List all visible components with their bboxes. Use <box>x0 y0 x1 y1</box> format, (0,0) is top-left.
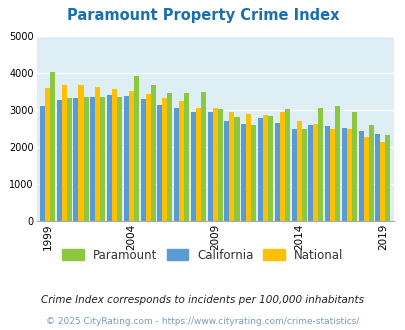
Bar <box>262 115 267 221</box>
Bar <box>358 131 363 221</box>
Text: Crime Index corresponds to incidents per 100,000 inhabitants: Crime Index corresponds to incidents per… <box>41 295 364 305</box>
Bar <box>274 123 279 221</box>
Bar <box>351 112 356 221</box>
Bar <box>117 97 122 221</box>
Bar <box>346 129 351 221</box>
Bar <box>341 128 346 221</box>
Bar <box>162 98 167 221</box>
Bar <box>57 100 62 221</box>
Bar <box>207 113 212 221</box>
Bar <box>329 129 334 221</box>
Bar <box>167 93 172 221</box>
Bar <box>334 106 339 221</box>
Bar <box>174 108 179 221</box>
Legend: Paramount, California, National: Paramount, California, National <box>58 244 347 266</box>
Bar <box>313 124 318 221</box>
Bar <box>107 95 112 221</box>
Bar <box>134 76 139 221</box>
Bar <box>375 134 379 221</box>
Bar <box>379 142 384 221</box>
Text: Paramount Property Crime Index: Paramount Property Crime Index <box>66 8 339 23</box>
Bar <box>62 85 66 221</box>
Bar <box>279 112 284 221</box>
Bar <box>50 72 55 221</box>
Bar <box>368 125 373 221</box>
Bar <box>291 129 296 221</box>
Bar <box>150 85 155 221</box>
Bar <box>245 114 251 221</box>
Bar <box>100 97 105 221</box>
Bar <box>184 93 189 221</box>
Text: © 2025 CityRating.com - https://www.cityrating.com/crime-statistics/: © 2025 CityRating.com - https://www.city… <box>46 317 359 326</box>
Bar <box>190 112 195 221</box>
Bar <box>200 92 205 221</box>
Bar <box>145 94 150 221</box>
Bar <box>318 108 322 221</box>
Bar <box>45 88 50 221</box>
Bar <box>301 129 306 221</box>
Bar <box>267 116 273 221</box>
Bar <box>229 112 234 221</box>
Bar <box>284 109 289 221</box>
Bar <box>324 126 329 221</box>
Bar <box>95 87 100 221</box>
Bar <box>251 125 256 221</box>
Bar <box>78 85 83 221</box>
Bar <box>128 91 134 221</box>
Bar <box>195 108 200 221</box>
Bar <box>179 101 184 221</box>
Bar <box>296 120 301 221</box>
Bar <box>217 109 222 221</box>
Bar <box>257 118 262 221</box>
Bar <box>241 124 245 221</box>
Bar <box>90 97 95 221</box>
Bar <box>40 106 45 221</box>
Bar <box>157 105 162 221</box>
Bar <box>83 97 88 221</box>
Bar <box>307 125 313 221</box>
Bar <box>140 99 145 221</box>
Bar <box>124 96 128 221</box>
Bar <box>384 135 390 221</box>
Bar <box>212 108 217 221</box>
Bar <box>66 98 72 221</box>
Bar <box>363 137 368 221</box>
Bar <box>112 89 117 221</box>
Bar <box>234 117 239 221</box>
Bar <box>224 120 229 221</box>
Bar <box>73 98 78 221</box>
